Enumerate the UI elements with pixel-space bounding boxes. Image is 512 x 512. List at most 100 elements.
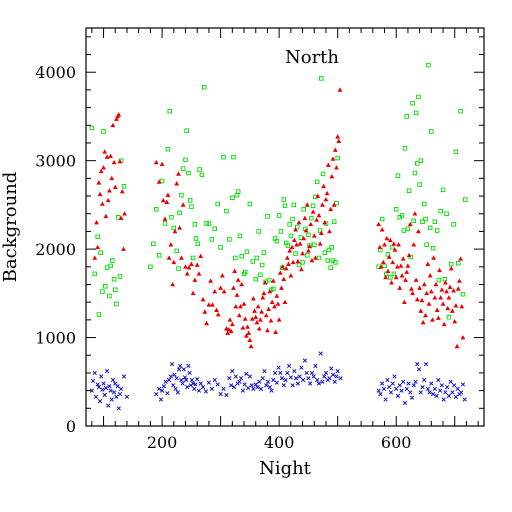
data-point-square xyxy=(422,201,427,207)
data-point-cross xyxy=(229,383,234,388)
data-point-triangle xyxy=(263,312,269,318)
data-point-square xyxy=(395,173,401,178)
data-point-triangle xyxy=(249,316,255,321)
data-point-square xyxy=(417,182,422,187)
data-point-cross xyxy=(330,372,336,377)
data-point-triangle xyxy=(168,242,174,247)
data-point-cross xyxy=(302,358,308,363)
data-point-triangle xyxy=(376,221,382,227)
data-point-triangle xyxy=(177,225,183,230)
data-point-cross xyxy=(124,394,130,399)
y-tick-label: 4000 xyxy=(35,63,76,82)
data-point-square xyxy=(258,272,263,278)
data-point-cross xyxy=(258,386,264,391)
data-point-triangle xyxy=(307,243,312,249)
data-point-cross xyxy=(253,382,258,387)
data-point-triangle xyxy=(119,189,125,194)
data-point-triangle xyxy=(159,161,165,167)
data-point-triangle xyxy=(104,154,110,159)
data-point-square xyxy=(416,94,421,100)
data-point-triangle xyxy=(403,277,408,282)
data-point-triangle xyxy=(398,263,404,268)
data-point-square xyxy=(121,184,127,189)
data-point-cross xyxy=(110,377,116,383)
data-point-triangle xyxy=(457,278,462,283)
data-point-square xyxy=(101,129,106,134)
y-tick-label: 2000 xyxy=(35,240,76,259)
data-point-cross xyxy=(158,397,164,402)
data-point-cross xyxy=(281,383,286,388)
data-point-cross xyxy=(411,383,416,388)
data-point-square xyxy=(418,158,424,163)
data-point-square xyxy=(442,276,448,282)
data-point-triangle xyxy=(117,158,123,164)
data-point-triangle xyxy=(101,165,106,170)
plot-frame xyxy=(85,27,485,427)
data-point-triangle xyxy=(315,193,321,198)
data-point-square xyxy=(148,264,153,270)
data-point-cross xyxy=(320,379,325,384)
data-point-triangle xyxy=(294,242,300,247)
data-point-triangle xyxy=(279,285,284,290)
data-point-cross xyxy=(327,376,332,381)
data-point-cross xyxy=(190,381,196,386)
data-point-cross xyxy=(283,377,288,383)
data-point-cross xyxy=(181,367,186,372)
data-point-triangle xyxy=(439,287,445,292)
data-point-cross xyxy=(203,389,209,394)
data-point-square xyxy=(117,274,123,279)
data-point-triangle xyxy=(236,312,242,318)
data-point-cross xyxy=(332,379,337,384)
data-point-triangle xyxy=(170,281,176,287)
data-point-square xyxy=(250,259,256,264)
data-point-cross xyxy=(180,381,185,386)
data-point-square xyxy=(316,255,322,261)
y-axis-label: Background xyxy=(0,172,21,283)
data-point-triangle xyxy=(418,308,424,313)
data-point-cross xyxy=(448,379,453,384)
data-point-square xyxy=(304,253,310,258)
data-point-cross xyxy=(157,386,162,391)
data-point-triangle xyxy=(412,211,418,216)
data-point-triangle xyxy=(238,304,243,309)
data-point-cross xyxy=(218,392,223,397)
data-point-square xyxy=(420,219,425,224)
data-point-triangle xyxy=(454,343,460,349)
data-point-triangle xyxy=(329,173,335,179)
data-point-cross xyxy=(108,388,113,393)
data-point-square xyxy=(463,197,468,202)
data-point-square xyxy=(444,211,449,216)
data-point-triangle xyxy=(447,284,453,289)
data-point-square xyxy=(391,271,397,277)
data-point-triangle xyxy=(389,280,394,285)
data-point-cross xyxy=(247,374,253,379)
data-point-triangle xyxy=(160,197,166,203)
data-point-triangle xyxy=(180,202,186,207)
data-point-triangle xyxy=(92,255,98,260)
data-point-square xyxy=(197,167,202,172)
data-point-square xyxy=(247,201,253,207)
data-point-square xyxy=(162,221,168,226)
data-point-triangle xyxy=(97,191,103,197)
data-point-square xyxy=(446,314,452,320)
data-point-triangle xyxy=(413,277,419,282)
data-point-triangle xyxy=(444,288,449,294)
data-point-square xyxy=(271,286,276,292)
data-point-square xyxy=(298,235,304,240)
data-point-cross xyxy=(165,391,170,396)
data-point-cross xyxy=(395,393,401,399)
data-point-triangle xyxy=(231,285,236,290)
tick-labels: 200 400 600 0 1000 2000 3000 4000 xyxy=(35,63,411,452)
data-point-triangle xyxy=(446,295,452,300)
data-point-cross xyxy=(174,376,179,381)
data-point-cross xyxy=(265,379,271,384)
data-point-triangle xyxy=(112,184,118,189)
data-point-cross xyxy=(381,386,387,391)
data-point-triangle xyxy=(445,305,451,311)
data-point-square xyxy=(254,255,260,261)
data-point-triangle xyxy=(455,286,461,291)
data-point-triangle xyxy=(290,259,296,265)
data-point-cross xyxy=(404,386,409,391)
data-point-triangle xyxy=(281,276,287,281)
data-point-triangle xyxy=(302,215,308,220)
